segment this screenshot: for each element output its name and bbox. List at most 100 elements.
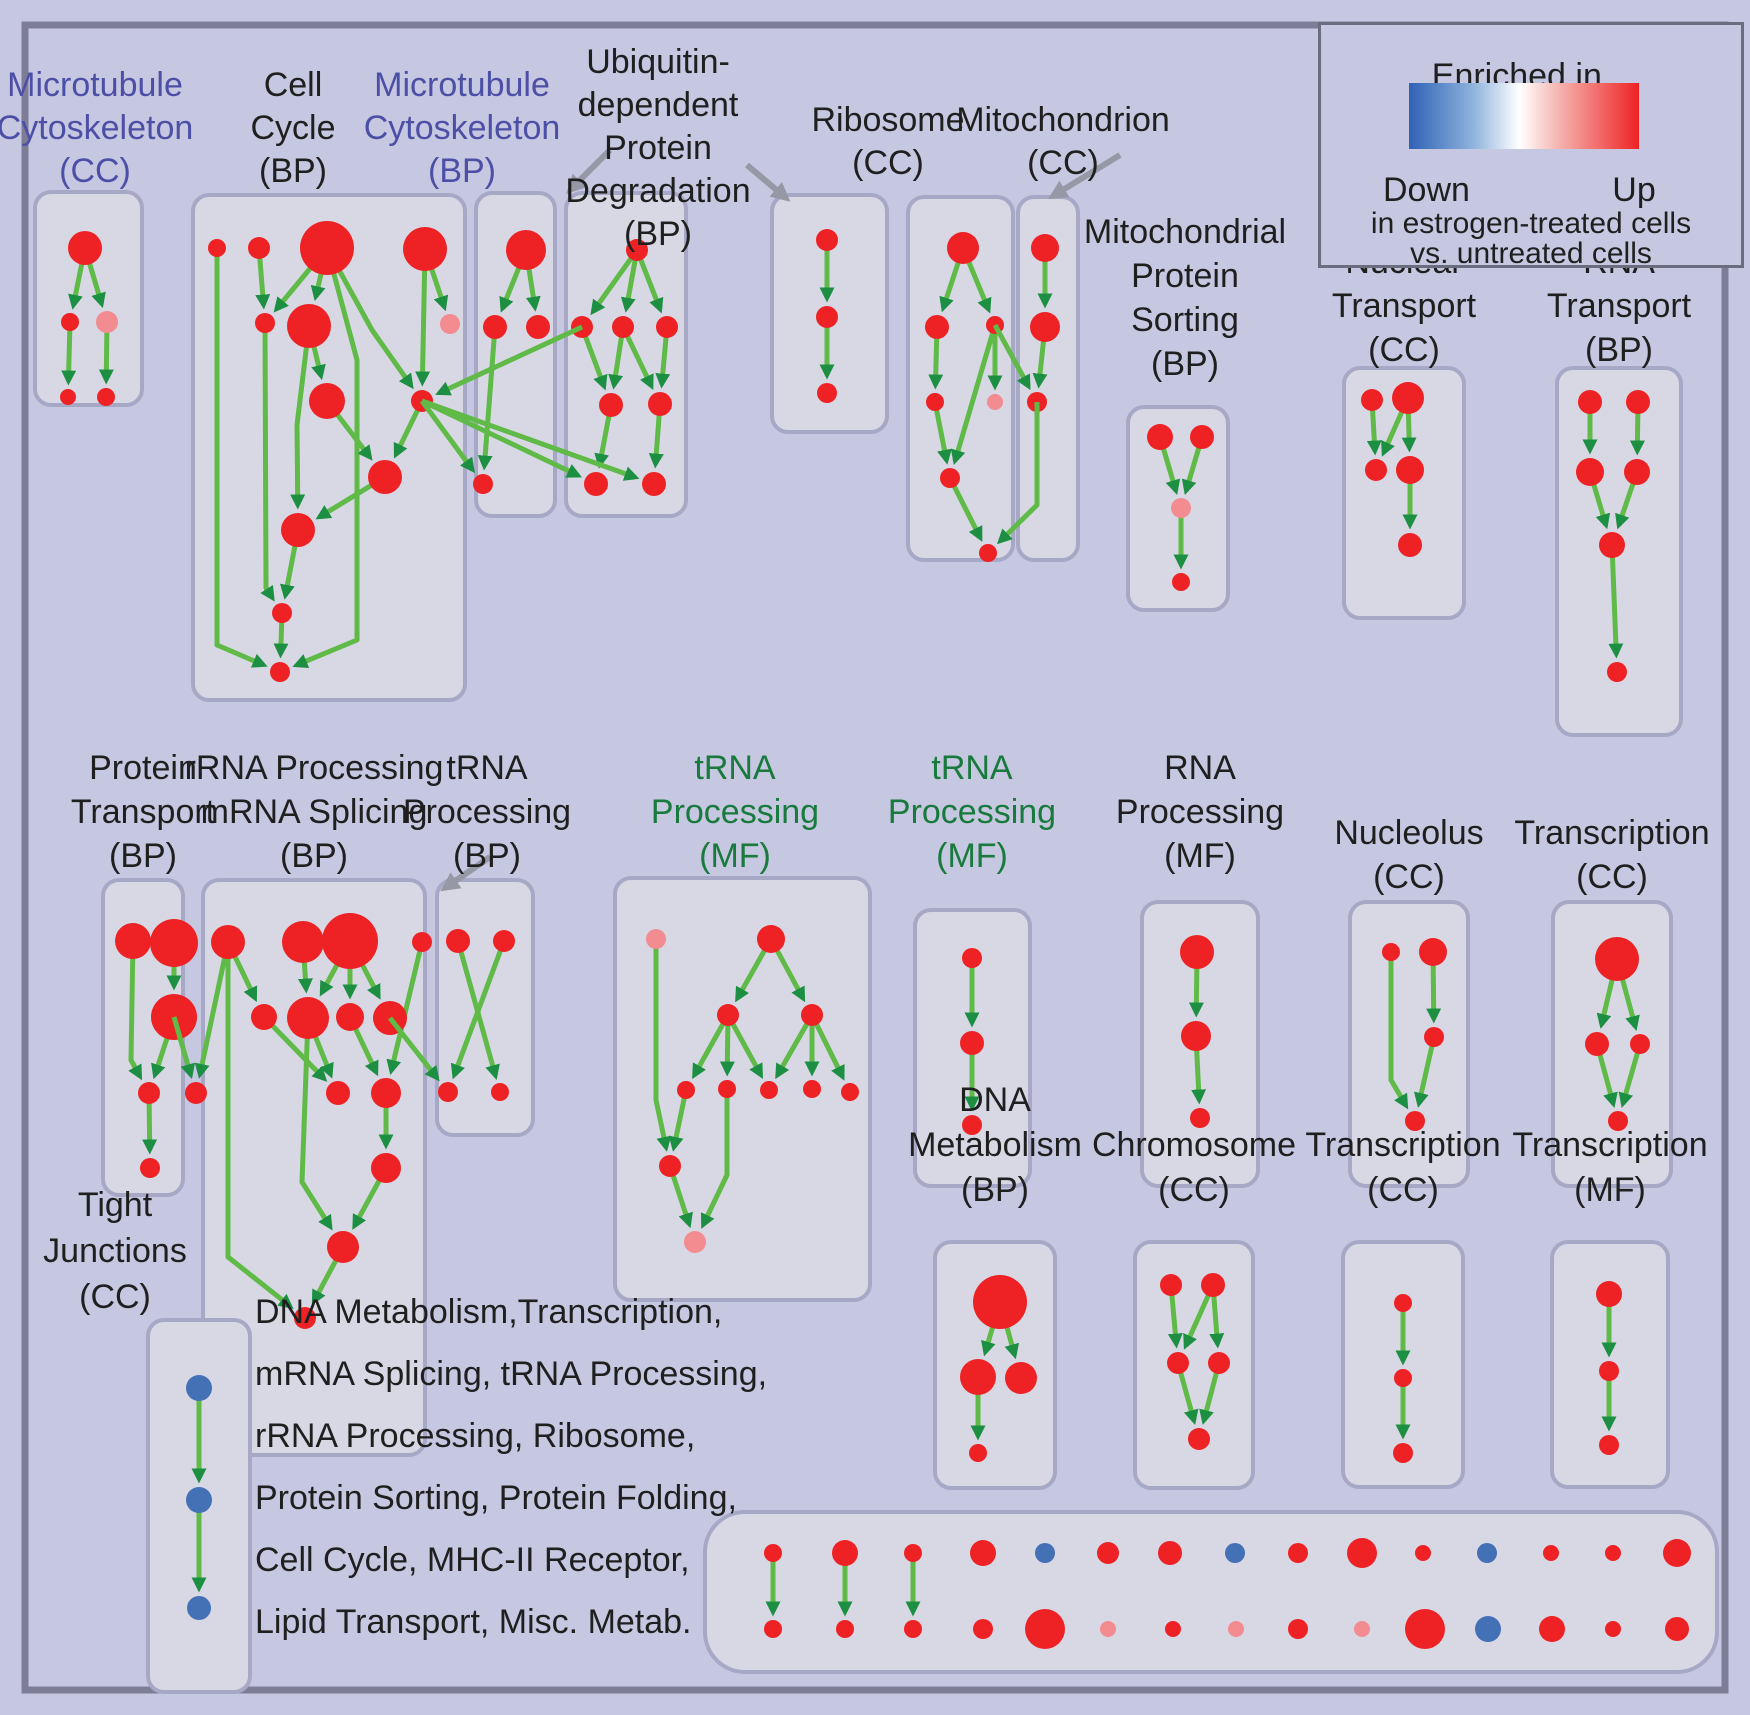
go-term-node bbox=[1228, 1621, 1244, 1637]
go-term-node bbox=[270, 662, 290, 682]
go-term-node bbox=[1630, 1034, 1650, 1054]
cluster-chromosome-cc bbox=[1133, 1240, 1255, 1490]
go-term-node bbox=[1180, 935, 1214, 969]
legend-box: Enriched in... Down Up in estrogen-treat… bbox=[1318, 22, 1744, 270]
go-term-node bbox=[294, 1307, 316, 1329]
edge-arrow bbox=[1618, 1043, 1643, 1109]
go-term-node bbox=[1665, 1617, 1689, 1641]
go-term-node bbox=[208, 239, 226, 257]
go-term-node bbox=[841, 1083, 859, 1101]
edge-arrow bbox=[260, 322, 275, 602]
cluster-box-ribosome-cc bbox=[906, 195, 1015, 562]
go-term-node bbox=[1599, 1435, 1619, 1455]
go-term-node bbox=[940, 468, 960, 488]
go-term-node bbox=[336, 1003, 364, 1031]
figure-frame bbox=[21, 21, 1729, 1694]
go-term-node bbox=[251, 1004, 277, 1030]
edge-arrow bbox=[214, 248, 268, 668]
edge-arrow bbox=[950, 324, 998, 466]
edge-arrow bbox=[996, 402, 1040, 545]
legend-line-2: vs. untreated cells bbox=[1410, 237, 1652, 270]
go-term-node bbox=[656, 316, 678, 338]
edge-arrow bbox=[947, 476, 983, 542]
edge-arrow bbox=[324, 246, 414, 390]
cluster-transcription-mf-bottom bbox=[1550, 1240, 1670, 1489]
go-term-node bbox=[1396, 456, 1424, 484]
edge-arrow bbox=[1388, 952, 1409, 1110]
go-term-node bbox=[1595, 937, 1639, 981]
go-term-node bbox=[1599, 1361, 1619, 1381]
go-term-node bbox=[187, 1596, 211, 1620]
go-term-node bbox=[1392, 382, 1424, 414]
go-term-node bbox=[659, 1155, 681, 1177]
go-term-node bbox=[1288, 1543, 1308, 1563]
cluster-rna-transport-bp bbox=[1555, 366, 1683, 737]
edge-arrow bbox=[653, 939, 672, 1152]
go-term-node bbox=[1031, 234, 1059, 262]
edge-arrow bbox=[1608, 544, 1624, 659]
go-term-node bbox=[150, 919, 198, 967]
go-term-node bbox=[1585, 1032, 1609, 1056]
cluster-nucleolus-cc bbox=[1348, 900, 1470, 1188]
go-term-node bbox=[483, 315, 507, 339]
edge-arrow bbox=[435, 324, 584, 396]
go-term-node bbox=[836, 1620, 854, 1638]
go-term-node bbox=[757, 925, 785, 953]
arrow-trna-bp bbox=[440, 854, 492, 892]
go-term-node bbox=[255, 313, 275, 333]
go-term-node bbox=[1419, 938, 1447, 966]
go-term-node bbox=[115, 923, 151, 959]
edge-arrow bbox=[61, 321, 77, 386]
go-term-node bbox=[1005, 1362, 1037, 1394]
edge-arrow bbox=[299, 1017, 333, 1231]
edge-arrow bbox=[421, 398, 640, 481]
edge-arrow bbox=[225, 942, 294, 1309]
go-term-node bbox=[1354, 1621, 1370, 1637]
go-term-node bbox=[626, 239, 648, 261]
go-term-node bbox=[764, 1544, 782, 1562]
go-term-node bbox=[97, 388, 115, 406]
go-term-node bbox=[677, 1081, 695, 1099]
go-term-node bbox=[1415, 1545, 1431, 1561]
go-term-node bbox=[1288, 1619, 1308, 1639]
go-term-node bbox=[925, 315, 949, 339]
go-term-node bbox=[60, 389, 76, 405]
cluster-rna-processing-mf bbox=[1140, 900, 1260, 1188]
go-term-node bbox=[1624, 459, 1650, 485]
go-term-node bbox=[1208, 1352, 1230, 1374]
go-term-node bbox=[282, 921, 324, 963]
go-term-node bbox=[970, 1540, 996, 1566]
cluster-trna-processing-mf-2 bbox=[913, 908, 1032, 1188]
go-term-node bbox=[642, 472, 666, 496]
go-term-node bbox=[973, 1619, 993, 1639]
go-term-node bbox=[309, 383, 345, 419]
edge-arrow bbox=[477, 326, 498, 471]
go-term-node bbox=[1605, 1545, 1621, 1561]
go-term-node bbox=[446, 929, 470, 953]
go-term-node bbox=[1181, 1021, 1211, 1051]
arrow-ubiquitin-left bbox=[565, 147, 613, 195]
edge-arrow bbox=[590, 248, 640, 316]
go-term-node bbox=[1475, 1616, 1501, 1642]
go-term-node bbox=[371, 1078, 401, 1108]
go-term-node bbox=[1190, 1108, 1210, 1128]
go-term-node bbox=[326, 1081, 350, 1105]
go-term-node bbox=[612, 316, 634, 338]
go-term-node bbox=[1607, 662, 1627, 682]
cluster-ribosome-cc bbox=[906, 195, 1015, 562]
go-term-node bbox=[140, 1158, 160, 1178]
go-term-node bbox=[473, 474, 493, 494]
go-term-node bbox=[904, 1544, 922, 1562]
go-term-node bbox=[817, 383, 837, 403]
cluster-ubiquitin-degradation-box-2 bbox=[770, 193, 889, 434]
edge-arrow bbox=[932, 401, 952, 465]
legend-gradient-bar bbox=[1409, 83, 1639, 149]
go-term-node bbox=[506, 230, 546, 270]
go-term-node bbox=[816, 229, 838, 251]
go-term-node bbox=[1608, 1111, 1628, 1131]
go-term-node bbox=[371, 1153, 401, 1183]
go-term-node bbox=[801, 1004, 823, 1026]
arrow-mitochondrion bbox=[1048, 152, 1122, 200]
go-term-node bbox=[1394, 1369, 1412, 1387]
